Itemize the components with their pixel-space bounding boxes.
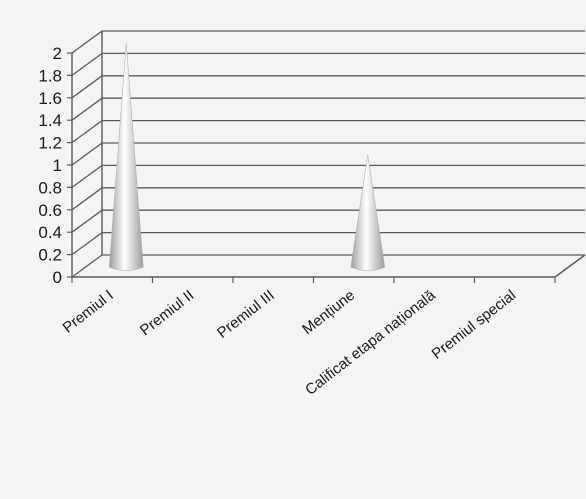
gridline-side: [71, 164, 103, 188]
y-tick-label: 2: [53, 44, 62, 63]
y-tick-label: 0.8: [38, 178, 62, 197]
gridline-side: [71, 254, 103, 278]
cone-bar: [350, 155, 386, 271]
gridline-side: [71, 52, 103, 76]
floor-edge: [554, 254, 586, 278]
gridline-side: [71, 142, 103, 166]
y-tick-label: 1.2: [38, 134, 62, 153]
y-tick-label: 0.2: [38, 246, 62, 265]
x-category-label: Premiul I: [60, 287, 117, 337]
y-tick-label: 0.6: [38, 201, 62, 220]
y-tick-label: 1.4: [38, 111, 62, 130]
y-tick-label: 1.8: [38, 66, 62, 85]
gridline-side: [71, 30, 103, 54]
cone-bar: [108, 43, 144, 271]
y-tick-label: 1: [53, 156, 62, 175]
y-tick-label: 1.6: [38, 89, 62, 108]
x-category-label: Premiul special: [429, 287, 520, 363]
gridline-side: [71, 75, 103, 99]
x-category-label: Calificat etapa națională: [302, 286, 439, 398]
x-category-label: Premiul II: [137, 287, 197, 339]
gridline-side: [71, 209, 103, 233]
x-category-label: Mențiune: [299, 287, 358, 338]
gridline-side: [71, 97, 103, 121]
y-tick-label: 0: [53, 268, 62, 287]
y-tick-label: 0.4: [38, 223, 62, 242]
gridline-side: [71, 232, 103, 256]
gridline-side: [71, 120, 103, 144]
gridline-side: [71, 187, 103, 211]
x-category-label: Premiul III: [214, 287, 278, 342]
